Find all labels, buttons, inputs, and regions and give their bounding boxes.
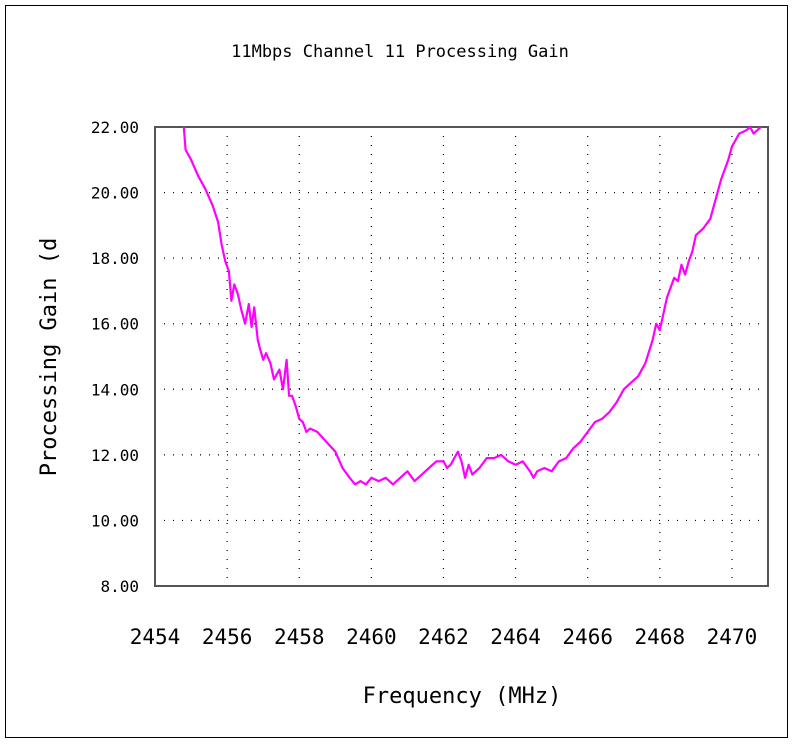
chart-title: 11Mbps Channel 11 Processing Gain [231, 42, 569, 62]
x-tick-label: 2466 [562, 625, 613, 649]
x-axis-label: Frequency (MHz) [363, 684, 562, 709]
y-tick-labels: 22.00 20.00 18.00 16.00 14.00 12.00 10.00 8.00 [91, 118, 139, 596]
y-tick-label: 18.00 [91, 249, 139, 268]
x-tick-label: 2464 [490, 625, 541, 649]
y-tick-label: 12.00 [91, 446, 139, 465]
series-line [182, 125, 762, 486]
y-tick-label: 22.00 [91, 118, 139, 137]
y-tick-label: 16.00 [91, 315, 139, 334]
x-tick-labels: 2454 2456 2458 2460 2462 2464 2466 2468 2470 [130, 625, 758, 649]
y-tick-label: 10.00 [91, 511, 139, 530]
x-tick-label: 2456 [202, 625, 253, 649]
y-tick-label: 14.00 [91, 380, 139, 399]
x-tick-label: 2468 [635, 625, 686, 649]
x-tick-label: 2458 [274, 625, 325, 649]
y-axis-label: Processing Gain (d [37, 238, 62, 476]
x-tick-label: 2454 [130, 625, 181, 649]
x-tick-label: 2470 [707, 625, 758, 649]
grid-layer [155, 127, 768, 586]
y-tick-label: 8.00 [100, 577, 139, 596]
series-layer [182, 125, 762, 486]
plot-area-border [154, 126, 769, 587]
x-tick-label: 2460 [346, 625, 397, 649]
x-tick-label: 2462 [418, 625, 469, 649]
y-tick-label: 20.00 [91, 184, 139, 203]
